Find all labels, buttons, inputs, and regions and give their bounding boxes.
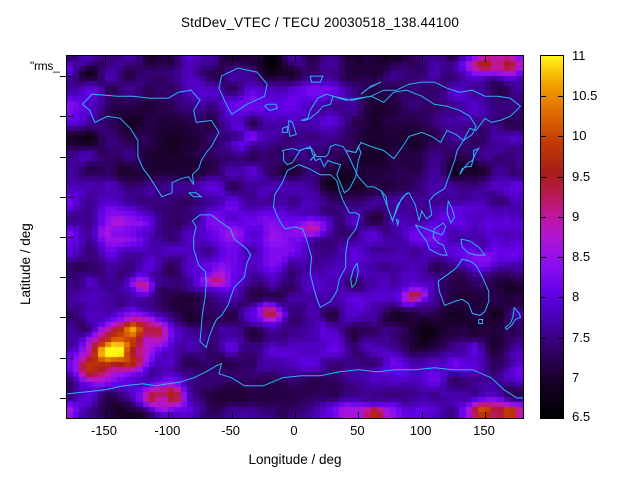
colorbar-tick-mark xyxy=(541,337,546,339)
colorbar-tick-mark xyxy=(558,337,563,339)
y-axis-tick-mark xyxy=(60,277,66,279)
x-axis-tick-mark-top xyxy=(485,56,486,62)
y-axis-title: Latitude / deg xyxy=(18,223,33,305)
coastline-path xyxy=(460,238,487,256)
colorbar-tick-mark xyxy=(558,216,563,218)
colorbar-tick-mark xyxy=(541,297,546,299)
colorbar-tick-label: 8 xyxy=(572,289,580,305)
y-axis-tick-mark xyxy=(68,357,73,359)
y-axis-tick-mark xyxy=(60,317,66,319)
coastline-path xyxy=(437,258,490,316)
x-axis-tick-label: -150 xyxy=(90,423,118,438)
vtec-heatmap-canvas[interactable] xyxy=(67,56,523,418)
coastline-path xyxy=(301,93,334,121)
y-axis-tick-mark xyxy=(68,116,73,118)
colorbar-tick-mark xyxy=(541,257,546,259)
coastline-path xyxy=(332,81,522,223)
coastline-path xyxy=(414,222,448,256)
colorbar-tick-label: 7.5 xyxy=(572,329,591,345)
x-axis-tick-label: 150 xyxy=(473,423,495,438)
y-axis-tick-mark xyxy=(68,237,73,238)
x-axis-tick-mark xyxy=(358,412,360,418)
x-axis-tick-label: -100 xyxy=(154,423,181,438)
colorbar-tick-mark xyxy=(558,297,563,299)
x-axis-tick-mark-top xyxy=(421,56,423,62)
y-axis-tick-mark xyxy=(60,357,66,359)
coastline-path xyxy=(273,164,361,309)
x-axis-tick-mark xyxy=(168,412,170,418)
y-axis-tick-mark xyxy=(68,277,73,279)
y-axis-tick-mark xyxy=(60,397,66,399)
coastline-path xyxy=(191,214,252,349)
x-axis-tick-mark-top xyxy=(295,56,296,62)
colorbar-tick-label: 8.5 xyxy=(572,249,591,265)
coastline-path xyxy=(263,103,278,111)
colorbar-tick-label: 6.5 xyxy=(572,409,591,424)
x-axis-tick-label: 100 xyxy=(409,423,432,438)
x-axis-tick-mark-top xyxy=(105,56,106,62)
colorbar-tick-label: 10.5 xyxy=(572,88,598,104)
y-axis-tick-mark xyxy=(60,196,66,198)
x-axis-title: Longitude / deg xyxy=(248,452,342,467)
x-axis-tick-mark-top xyxy=(358,56,360,62)
x-axis-tick-mark xyxy=(295,412,296,418)
x-axis-tick-mark-top xyxy=(168,56,170,62)
y-axis-tick-mark xyxy=(60,116,66,118)
colorbar-tick-label: 10 xyxy=(572,128,587,144)
x-axis-tick-mark xyxy=(231,412,233,418)
x-axis-tick-mark-top xyxy=(231,56,233,62)
colorbar-tick-mark xyxy=(558,377,563,379)
colorbar-tick-mark xyxy=(541,377,546,379)
coastline-path xyxy=(188,192,203,198)
stray-overlapping-label: "rms_ xyxy=(30,59,60,73)
colorbar-tick-mark xyxy=(541,96,546,98)
coastline-path xyxy=(309,75,324,83)
y-axis-tick-mark xyxy=(60,156,66,158)
y-axis-tick-mark xyxy=(68,397,73,399)
y-axis-tick-mark xyxy=(68,196,73,198)
coastline-path xyxy=(67,362,523,399)
coastline-overlay xyxy=(67,67,523,399)
colorbar-tick-mark xyxy=(541,176,546,178)
colorbar-tick-mark xyxy=(541,216,546,218)
x-axis-tick-label: 0 xyxy=(290,423,298,438)
y-axis-tick-mark xyxy=(68,317,73,319)
colorbar-tick-mark xyxy=(558,96,563,98)
colorbar-tick-label: 9.5 xyxy=(572,168,591,184)
coastline-path xyxy=(446,200,456,225)
coastline-path xyxy=(459,147,480,175)
coastline-path xyxy=(478,319,483,324)
y-axis-tick-mark xyxy=(60,76,66,78)
colorbar-tick-label: 9 xyxy=(572,208,580,224)
colorbar-tick-label: 7 xyxy=(572,369,580,385)
x-axis-tick-label: 50 xyxy=(350,423,365,438)
y-axis-tick-mark xyxy=(68,76,73,78)
coastline-path xyxy=(281,125,288,133)
coastline-path xyxy=(380,190,409,223)
coastline-path xyxy=(360,81,382,95)
y-axis-tick-mark xyxy=(68,156,73,158)
x-axis-tick-mark xyxy=(105,412,106,418)
x-axis-tick-label: -50 xyxy=(221,423,241,438)
coastline-path xyxy=(350,262,359,289)
y-axis-tick-mark xyxy=(60,237,66,238)
map-plot-area[interactable] xyxy=(60,55,524,419)
coastline-path xyxy=(81,89,220,198)
colorbar-tick-label: 11 xyxy=(572,48,586,63)
colorbar-tick-mark xyxy=(558,176,563,178)
coastline-path xyxy=(395,218,400,227)
colorbar-tick-mark xyxy=(558,257,563,259)
chart-title: StdDev_VTEC / TECU 20030518_138.44100 xyxy=(180,15,460,30)
coastline-path xyxy=(281,143,362,194)
colorbar-gradient xyxy=(541,56,563,418)
x-axis-tick-mark xyxy=(421,412,423,418)
colorbar-tick-mark xyxy=(558,136,563,138)
coastline-path xyxy=(288,119,297,138)
x-axis-tick-mark xyxy=(485,412,486,418)
coastline-path xyxy=(218,67,268,116)
coastline-path xyxy=(504,307,522,331)
colorbar[interactable] xyxy=(540,55,564,419)
colorbar-tick-mark xyxy=(541,136,546,138)
